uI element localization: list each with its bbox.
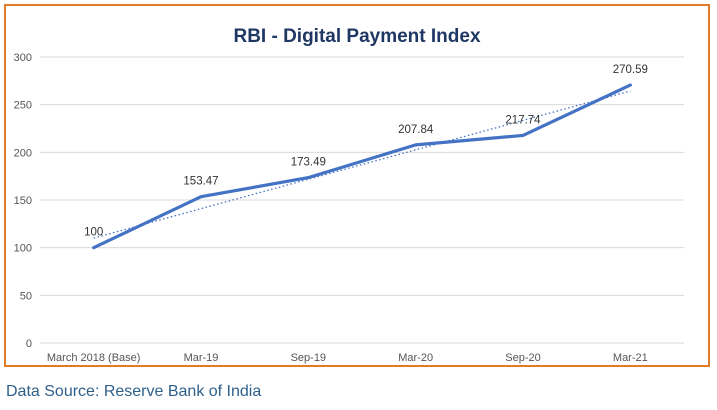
chart-frame: RBI - Digital Payment Index: [4, 4, 710, 367]
trendline-group: [93, 90, 631, 239]
trendline: [93, 90, 631, 239]
data-label: 153.47: [183, 176, 218, 188]
x-tick-label: Sep-19: [291, 352, 326, 364]
series-group: [92, 83, 632, 250]
y-axis-ticks: 0 50 100 150 200 250 300: [14, 52, 32, 350]
data-labels: 100 153.47 173.49 207.84 217.74 270.59: [84, 64, 648, 239]
y-tick-label: 300: [14, 52, 32, 64]
y-tick-label: 0: [26, 338, 32, 350]
x-tick-label: Mar-20: [398, 352, 433, 364]
data-source-note: Data Source: Reserve Bank of India: [6, 383, 262, 400]
x-tick-label: Mar-21: [613, 352, 648, 364]
y-tick-label: 100: [14, 243, 32, 255]
y-tick-label: 150: [14, 195, 32, 207]
x-axis-ticks: March 2018 (Base) Mar-19 Sep-19 Mar-20 Sep-2…: [47, 352, 648, 364]
data-label: 217.74: [505, 114, 541, 126]
x-tick-label: March 2018 (Base): [47, 352, 141, 364]
chart-title: RBI - Digital Payment Index: [233, 26, 481, 47]
data-label: 173.49: [291, 157, 326, 169]
data-label: 100: [84, 227, 103, 239]
x-tick-label: Mar-19: [184, 352, 219, 364]
data-label: 270.59: [613, 64, 648, 76]
gridlines: [40, 56, 684, 344]
y-tick-label: 200: [14, 147, 32, 159]
y-tick-label: 250: [14, 100, 32, 112]
series-line: [92, 83, 632, 250]
x-tick-label: Sep-20: [505, 352, 540, 364]
y-tick-label: 50: [20, 290, 32, 302]
data-label: 207.84: [398, 124, 434, 136]
